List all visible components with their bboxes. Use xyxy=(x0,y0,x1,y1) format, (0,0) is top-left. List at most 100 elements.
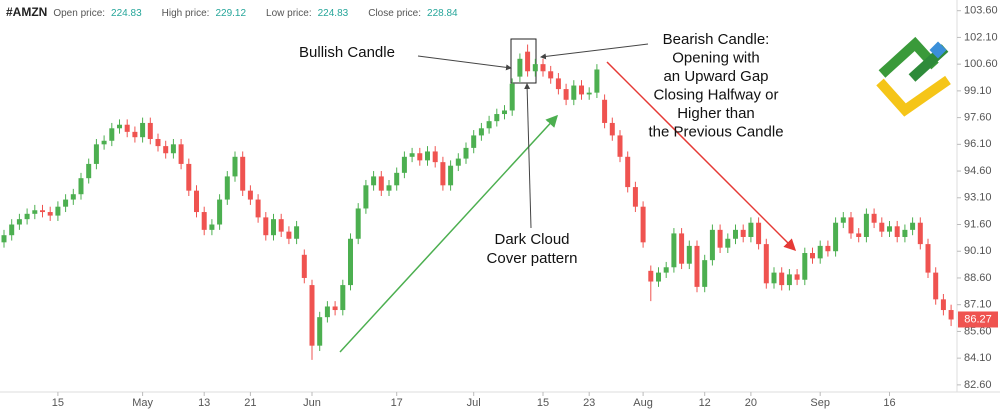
y-tick-label: 99.10 xyxy=(964,85,992,97)
candle-body xyxy=(494,114,500,122)
price-tag xyxy=(958,311,998,328)
candle-body xyxy=(409,153,415,157)
candle-body xyxy=(702,260,708,287)
y-tick-label: 88.60 xyxy=(964,272,992,284)
header-value: 224.83 xyxy=(317,8,349,19)
candle-body xyxy=(332,306,338,311)
candle-body xyxy=(117,124,122,129)
candle-body xyxy=(525,51,531,72)
candle-body xyxy=(671,233,677,268)
candle-body xyxy=(817,245,823,259)
annotation: Dark Cloud xyxy=(494,231,569,248)
y-tick-label: 85.60 xyxy=(964,325,992,337)
y-tick-label: 87.10 xyxy=(964,299,992,311)
candle-body xyxy=(825,245,831,252)
candle-body xyxy=(371,176,377,186)
x-tick-label: 20 xyxy=(745,397,757,409)
candle-body xyxy=(548,71,554,79)
candle-body xyxy=(802,253,808,280)
candle-body xyxy=(217,199,223,225)
candle-body xyxy=(555,78,561,90)
candle-body xyxy=(47,212,53,216)
candle-body xyxy=(933,272,939,300)
candle-body xyxy=(16,219,22,225)
candle-body xyxy=(617,135,623,157)
candle-body xyxy=(425,151,430,161)
candle-body xyxy=(40,210,45,213)
uptrend-arrow xyxy=(339,114,559,353)
annotation: Closing Halfway or xyxy=(653,86,778,103)
candle-body xyxy=(602,99,608,123)
header-label: Close price: xyxy=(368,8,422,19)
y-tick-label: 93.10 xyxy=(964,192,992,204)
candle-body xyxy=(902,229,908,237)
x-tick-label: Jul xyxy=(467,397,481,409)
candle-body xyxy=(509,83,515,111)
candle-body xyxy=(679,233,685,264)
annotation: Bearish Candle: xyxy=(663,31,770,48)
header: #AMZN Open price: 224.83 High price: 229.12 L… xyxy=(6,5,472,19)
candle-body xyxy=(317,317,323,346)
candle-body xyxy=(571,85,577,100)
symbol: #AMZN xyxy=(6,5,48,19)
candle-body xyxy=(294,226,300,239)
candle-body xyxy=(794,274,800,280)
annotation: the Previous Candle xyxy=(648,123,783,140)
y-tick-label: 90.10 xyxy=(964,245,992,257)
y-tick-label: 97.60 xyxy=(964,112,992,124)
candle-body xyxy=(771,272,777,284)
header-label: Open price: xyxy=(53,8,106,19)
candle-body xyxy=(455,158,461,166)
candle-body xyxy=(32,210,38,214)
candle-body xyxy=(240,156,246,191)
candle-body xyxy=(910,222,916,230)
pointer xyxy=(540,43,649,60)
candle-body xyxy=(363,185,369,209)
candle-body xyxy=(632,187,638,207)
candle-body xyxy=(1,235,7,243)
candle-body xyxy=(101,140,107,145)
x-tick-label: 21 xyxy=(244,397,256,409)
candle-body xyxy=(925,244,931,273)
x-tick-label: May xyxy=(132,397,153,409)
candle-body xyxy=(648,270,654,282)
candle-body xyxy=(63,199,69,207)
candle-body xyxy=(563,89,569,100)
candle-body xyxy=(517,58,523,77)
header-value: 229.12 xyxy=(215,8,247,19)
candle-body xyxy=(871,213,877,223)
candle-body xyxy=(394,172,400,186)
candle-body xyxy=(263,217,269,236)
candle-body xyxy=(448,165,454,186)
y-tick-label: 91.60 xyxy=(964,218,992,230)
candle-body xyxy=(194,190,199,213)
header-value: 224.83 xyxy=(111,8,142,19)
candle-body xyxy=(833,222,839,252)
header-label: High price: xyxy=(161,8,210,19)
candle-body xyxy=(109,128,115,141)
candle-body xyxy=(725,238,731,248)
candle-body xyxy=(440,162,446,186)
candle-body xyxy=(355,208,361,239)
candle-body xyxy=(579,85,584,95)
annotation: Opening with xyxy=(672,49,760,66)
y-tick-label: 103.60 xyxy=(964,5,998,17)
candle-body xyxy=(740,229,746,237)
candle-body xyxy=(124,124,130,132)
candle-body xyxy=(640,206,646,243)
candle-body xyxy=(786,274,792,286)
candle-body xyxy=(810,253,815,259)
annotation: an Upward Gap xyxy=(663,68,768,85)
candle-body xyxy=(709,229,715,261)
downtrend-arrow xyxy=(606,61,797,252)
candle-body xyxy=(170,144,176,154)
candle-body xyxy=(502,110,507,115)
candle-body xyxy=(155,138,161,147)
candle-body xyxy=(86,163,92,179)
x-tick-label: Jun xyxy=(303,397,321,409)
x-tick-label: 15 xyxy=(537,397,549,409)
candle-body xyxy=(9,224,15,236)
x-tick-label: 12 xyxy=(699,397,711,409)
candle-body xyxy=(209,224,215,230)
candle-body xyxy=(887,226,892,232)
